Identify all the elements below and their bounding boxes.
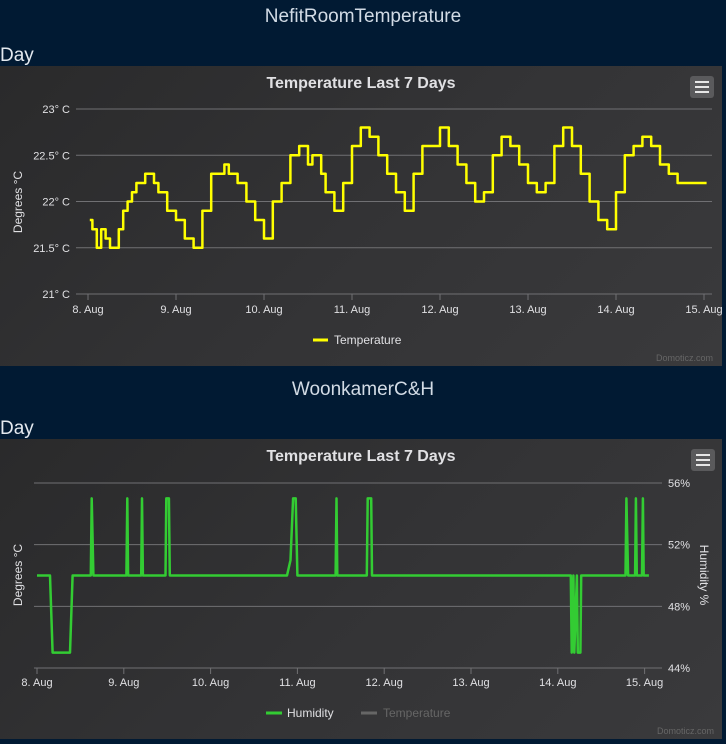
humidity-chart: Temperature Last 7 Days 44% 48% 52% 56% 8. Au… bbox=[11, 448, 714, 736]
legend-label-humidity: Humidity bbox=[287, 706, 334, 720]
legend-label-temperature: Temperature bbox=[383, 706, 451, 720]
y-tick-label: 21° C bbox=[42, 289, 70, 301]
x-tick-label: 12. Aug bbox=[421, 304, 458, 316]
legend-label-temperature: Temperature bbox=[334, 333, 402, 347]
x-tick-label: 14. Aug bbox=[597, 304, 634, 316]
x-tick-label: 13. Aug bbox=[509, 304, 546, 316]
y-axis-title-left: Degrees °C bbox=[11, 544, 25, 606]
series-line-temperature bbox=[89, 126, 707, 250]
x-tick-label: 12. Aug bbox=[366, 677, 403, 689]
device-name-nefit: NefitRoomTemperature bbox=[264, 6, 462, 27]
series-line-humidity bbox=[37, 497, 649, 654]
y-tick-label: 22.5° C bbox=[33, 150, 70, 162]
chart-panel-temperature: Temperature Last 7 Days 21° C 21.5° C 22° C… bbox=[0, 66, 723, 366]
chart-menu-button-1[interactable] bbox=[690, 76, 714, 98]
y-tick-label: 22° C bbox=[42, 197, 70, 209]
chart-title: Temperature Last 7 Days bbox=[266, 75, 455, 92]
hamburger-icon bbox=[695, 81, 709, 83]
chart-credit: Domoticz.com bbox=[656, 353, 713, 363]
y-axis-title-right: Humidity % bbox=[697, 545, 711, 606]
x-tick-label: 8. Aug bbox=[72, 304, 103, 316]
y-tick-label-right: 56% bbox=[668, 478, 690, 490]
x-tick-label: 9. Aug bbox=[160, 304, 191, 316]
y-tick-label: 23° C bbox=[42, 104, 70, 116]
period-label-day-2: Day bbox=[0, 418, 34, 439]
x-tick-label: 10. Aug bbox=[192, 677, 229, 689]
y-tick-label-right: 52% bbox=[668, 540, 690, 552]
x-tick-label: 15. Aug bbox=[626, 677, 663, 689]
x-tick-label: 13. Aug bbox=[452, 677, 489, 689]
x-tick-label: 9. Aug bbox=[108, 677, 139, 689]
y-tick-label-right: 48% bbox=[668, 601, 690, 613]
chart-title: Temperature Last 7 Days bbox=[266, 448, 455, 465]
temperature-chart: Temperature Last 7 Days 21° C 21.5° C 22° C… bbox=[11, 75, 723, 363]
x-tick-label: 15. Aug bbox=[685, 304, 722, 316]
hamburger-icon bbox=[696, 454, 710, 456]
y-axis-title: Degrees °C bbox=[11, 171, 25, 233]
x-tick-label: 11. Aug bbox=[279, 677, 316, 689]
y-tick-label-right: 44% bbox=[668, 663, 690, 675]
chart-menu-button-2[interactable] bbox=[691, 449, 715, 471]
x-tick-label: 11. Aug bbox=[334, 304, 371, 316]
x-tick-label: 10. Aug bbox=[245, 304, 282, 316]
chart-credit: Domoticz.com bbox=[657, 726, 714, 736]
x-tick-label: 8. Aug bbox=[21, 677, 52, 689]
x-tick-label: 14. Aug bbox=[539, 677, 576, 689]
period-label-day-1: Day bbox=[0, 45, 34, 66]
chart-panel-humidity: Temperature Last 7 Days 44% 48% 52% 56% 8. Au… bbox=[0, 439, 722, 739]
device-name-woonkamer: WoonkamerC&H bbox=[291, 379, 435, 400]
y-tick-label: 21.5° C bbox=[33, 243, 70, 255]
